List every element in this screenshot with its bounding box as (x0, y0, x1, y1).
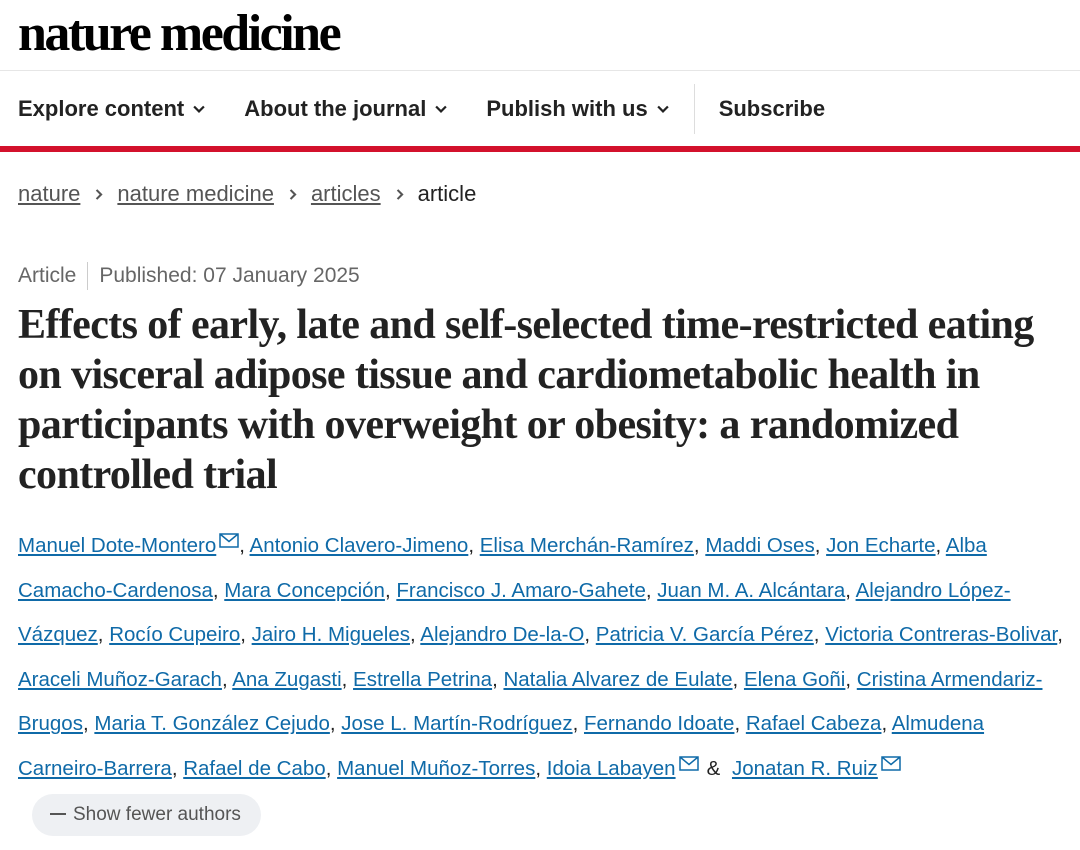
breadcrumb-chevron (289, 188, 297, 200)
breadcrumb-chevron (96, 188, 103, 200)
nav-label[interactable]: Explore content (18, 96, 185, 121)
breadcrumb-link[interactable]: nature (18, 181, 81, 206)
author-link[interactable]: Juan M. A. Alcántara (657, 578, 846, 602)
breadcrumb-chevron (396, 188, 404, 200)
author-separator: & (706, 756, 721, 780)
author-link[interactable]: Victoria Contreras-Bolivar (825, 623, 1058, 647)
breadcrumb-link[interactable]: nature medicine (117, 181, 274, 206)
author-separator: , (1057, 623, 1063, 647)
article-title: Effects of early, late and self-selected… (18, 302, 1034, 498)
author-link[interactable]: Antonio Clavero-Jimeno (249, 534, 469, 557)
author-link[interactable]: Natalia Alvarez de Eulate (503, 667, 733, 691)
author-link[interactable]: Alejandro López-Vázquez (18, 578, 1011, 647)
dropdown-chevron (656, 105, 669, 113)
author-separator: , (97, 623, 104, 647)
author-separator: , (329, 712, 336, 736)
article-type: Article (18, 264, 77, 287)
author-separator: , (845, 667, 852, 691)
author-separator: , (572, 712, 579, 736)
nav-label[interactable]: Subscribe (718, 96, 826, 121)
dropdown-chevron (193, 105, 205, 113)
published-date: 07 January 2025 (203, 264, 360, 287)
author-separator: , (693, 534, 700, 557)
author-separator: , (535, 756, 542, 780)
author-link[interactable]: Alba Camacho-Cardenosa (18, 534, 987, 602)
email-icon[interactable] (678, 756, 699, 771)
email-icon[interactable] (881, 756, 901, 771)
show-fewer-authors-button[interactable]: Show fewer authors (32, 793, 261, 836)
article-meta: Article Published: 07 January 2025 (18, 262, 360, 290)
author-link[interactable]: Mara Concepción (224, 578, 385, 602)
author-link[interactable]: Elisa Merchán-Ramírez (479, 534, 694, 557)
meta-divider (87, 262, 89, 290)
author-separator: , (492, 667, 498, 691)
collapse-icon (50, 812, 66, 815)
author-link[interactable]: Francisco J. Amaro-Gahete (396, 578, 646, 602)
breadcrumb: nature nature medicine articles article (18, 181, 476, 207)
nav-item[interactable]: Subscribe (719, 96, 825, 122)
author-link[interactable]: Jose L. Martín-Rodríguez (341, 712, 573, 736)
author-separator: , (813, 623, 820, 647)
author-link[interactable]: Jon Echarte (826, 534, 936, 557)
nav-item[interactable]: About the journal (244, 96, 448, 122)
author-link[interactable]: Rocío Cupeiro (109, 623, 241, 647)
author-link[interactable]: Alejandro De-la-O (420, 623, 585, 647)
author-link[interactable]: Jairo H. Migueles (251, 623, 411, 647)
author-separator: , (384, 578, 391, 602)
author-separator: , (171, 756, 178, 780)
author-separator: , (935, 534, 942, 557)
published-label: Published: (99, 264, 198, 287)
author-separator: , (468, 534, 475, 557)
author-separator: , (645, 578, 652, 602)
nav-item[interactable]: Publish with us (486, 96, 669, 122)
author-separator: , (734, 712, 741, 736)
author-link[interactable]: Almudena Carneiro-Barrera (18, 712, 985, 780)
header-divider (0, 70, 1080, 71)
author-separator: , (341, 667, 348, 691)
author-link[interactable]: Rafael Cabeza (745, 712, 882, 736)
author-link[interactable]: Araceli Muñoz-Garach (18, 667, 222, 691)
author-separator: , (881, 712, 888, 736)
author-separator: , (814, 534, 821, 557)
dropdown-chevron (435, 105, 448, 113)
author-separator: , (732, 667, 739, 691)
author-separator: , (82, 712, 89, 736)
author-separator: , (584, 623, 591, 647)
author-separator: , (212, 578, 219, 602)
author-link[interactable]: Fernando Idoate (583, 712, 735, 736)
author-separator: , (239, 534, 245, 557)
author-link[interactable]: Manuel Dote-Montero (18, 534, 217, 557)
author-link[interactable]: Maria T. González Cejudo (94, 712, 330, 736)
author-link[interactable]: Idoia Labayen (546, 756, 676, 780)
author-link[interactable]: Cristina Armendariz-Brugos (18, 667, 1043, 736)
author-separator: , (325, 756, 332, 780)
author-list: Manuel Dote-Montero, Antonio Clavero-Jim… (18, 524, 1073, 836)
author-link[interactable]: Rafael de Cabo (183, 756, 326, 780)
main-nav: Explore content About the journal Publish … (18, 84, 863, 134)
author-separator: , (221, 667, 228, 691)
breadcrumb-link[interactable]: articles (310, 181, 381, 206)
button-label[interactable]: Show fewer authors (73, 803, 241, 825)
email-icon[interactable] (219, 533, 240, 548)
breadcrumb-current: article (417, 181, 477, 206)
author-link[interactable]: Ana Zugasti (232, 667, 342, 691)
author-link[interactable]: Elena Goñi (743, 667, 846, 691)
author-link[interactable]: Estrella Petrina (353, 667, 493, 691)
author-link[interactable]: Manuel Muñoz-Torres (337, 756, 536, 780)
author-link[interactable]: Jonatan R. Ruiz (731, 756, 878, 780)
nav-divider (693, 84, 695, 134)
author-separator: , (845, 578, 851, 602)
nav-label[interactable]: Publish with us (486, 96, 648, 121)
logo[interactable]: nature medicine (18, 5, 342, 62)
author-link[interactable]: Patricia V. García Pérez (595, 623, 814, 647)
nav-item[interactable]: Explore content (18, 96, 206, 122)
author-link[interactable]: Maddi Oses (705, 534, 815, 557)
accent-bar (0, 146, 1080, 152)
author-separator: , (240, 623, 246, 647)
author-separator: , (410, 623, 416, 647)
nav-label[interactable]: About the journal (244, 96, 427, 121)
